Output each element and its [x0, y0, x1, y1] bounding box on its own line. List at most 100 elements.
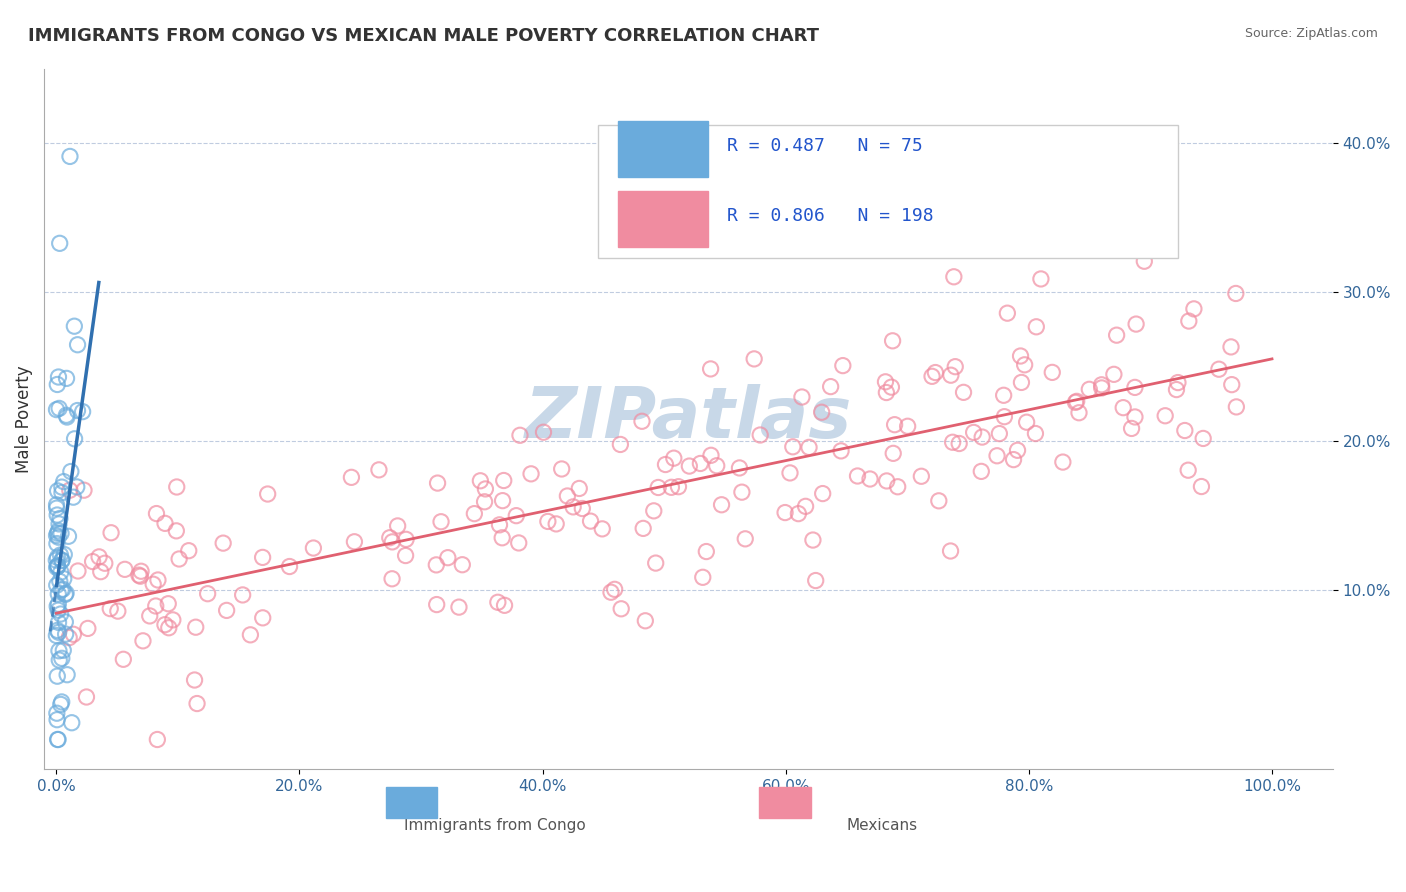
Point	[58, 529, 80, 543]
Point	[1112, 401, 1135, 415]
Point	[46, 732, 69, 747]
Point	[942, 269, 965, 284]
Point	[215, 603, 238, 617]
Point	[728, 461, 751, 475]
Point	[1007, 443, 1029, 458]
Point	[114, 562, 136, 576]
Point	[51, 485, 73, 500]
Point	[970, 464, 993, 478]
Text: Mexicans: Mexicans	[846, 818, 917, 833]
Point	[59, 149, 82, 163]
Point	[700, 448, 723, 462]
Point	[48, 530, 70, 544]
Point	[880, 380, 903, 394]
Point	[1192, 432, 1215, 446]
Point	[1182, 301, 1205, 316]
Point	[1125, 317, 1147, 331]
Point	[145, 507, 167, 521]
Point	[62, 627, 84, 641]
Point	[381, 534, 404, 549]
Point	[875, 385, 897, 400]
Point	[387, 519, 409, 533]
Point	[252, 550, 274, 565]
Point	[45, 560, 67, 574]
Point	[1208, 362, 1230, 376]
Point	[568, 482, 591, 496]
Point	[474, 495, 496, 509]
Point	[60, 715, 83, 730]
Point	[45, 536, 67, 550]
Point	[1015, 415, 1038, 429]
Point	[45, 706, 67, 721]
FancyBboxPatch shape	[385, 787, 437, 818]
Point	[343, 534, 366, 549]
Point	[1191, 479, 1213, 493]
Point	[643, 504, 665, 518]
Point	[48, 236, 70, 251]
Point	[1105, 328, 1128, 343]
Point	[48, 653, 70, 667]
Point	[782, 440, 804, 454]
Point	[48, 370, 70, 384]
Point	[797, 441, 820, 455]
Point	[132, 633, 155, 648]
Point	[46, 550, 69, 565]
Point	[699, 362, 721, 376]
Point	[939, 368, 962, 383]
Text: R = 0.806   N = 198: R = 0.806 N = 198	[727, 207, 934, 225]
Point	[1090, 377, 1112, 392]
Point	[609, 437, 631, 451]
Point	[52, 582, 75, 597]
Point	[1010, 376, 1032, 390]
Point	[165, 524, 187, 538]
Point	[1177, 463, 1199, 477]
Point	[1166, 383, 1188, 397]
Point	[939, 544, 962, 558]
Point	[562, 500, 585, 514]
Point	[494, 599, 516, 613]
Point	[153, 617, 176, 632]
Point	[600, 585, 623, 599]
Point	[810, 405, 832, 419]
Point	[710, 498, 733, 512]
Text: Source: ZipAtlas.com: Source: ZipAtlas.com	[1244, 27, 1378, 40]
Point	[1225, 286, 1247, 301]
Point	[921, 369, 943, 384]
Point	[859, 472, 882, 486]
Point	[63, 432, 86, 446]
Point	[1029, 272, 1052, 286]
Point	[993, 388, 1015, 402]
Point	[146, 573, 169, 587]
Point	[87, 549, 110, 564]
Point	[49, 565, 72, 579]
Point	[876, 474, 898, 488]
Point	[470, 474, 492, 488]
Point	[51, 651, 73, 665]
Point	[48, 625, 70, 640]
Point	[897, 419, 920, 434]
Point	[49, 511, 72, 525]
Point	[1078, 382, 1101, 396]
Point	[368, 463, 391, 477]
Point	[52, 572, 75, 586]
Point	[488, 517, 510, 532]
Point	[550, 462, 572, 476]
Point	[45, 578, 67, 592]
Point	[395, 533, 418, 547]
Point	[875, 375, 897, 389]
Point	[48, 615, 70, 630]
Point	[82, 555, 104, 569]
Point	[166, 480, 188, 494]
FancyBboxPatch shape	[617, 191, 707, 247]
Point	[1123, 380, 1146, 394]
Point	[46, 483, 69, 498]
Point	[924, 366, 946, 380]
Point	[45, 553, 67, 567]
Point	[491, 531, 513, 545]
Point	[749, 428, 772, 442]
Point	[695, 544, 717, 558]
Point	[184, 620, 207, 634]
Point	[49, 574, 72, 589]
Point	[48, 524, 70, 538]
Point	[886, 480, 908, 494]
